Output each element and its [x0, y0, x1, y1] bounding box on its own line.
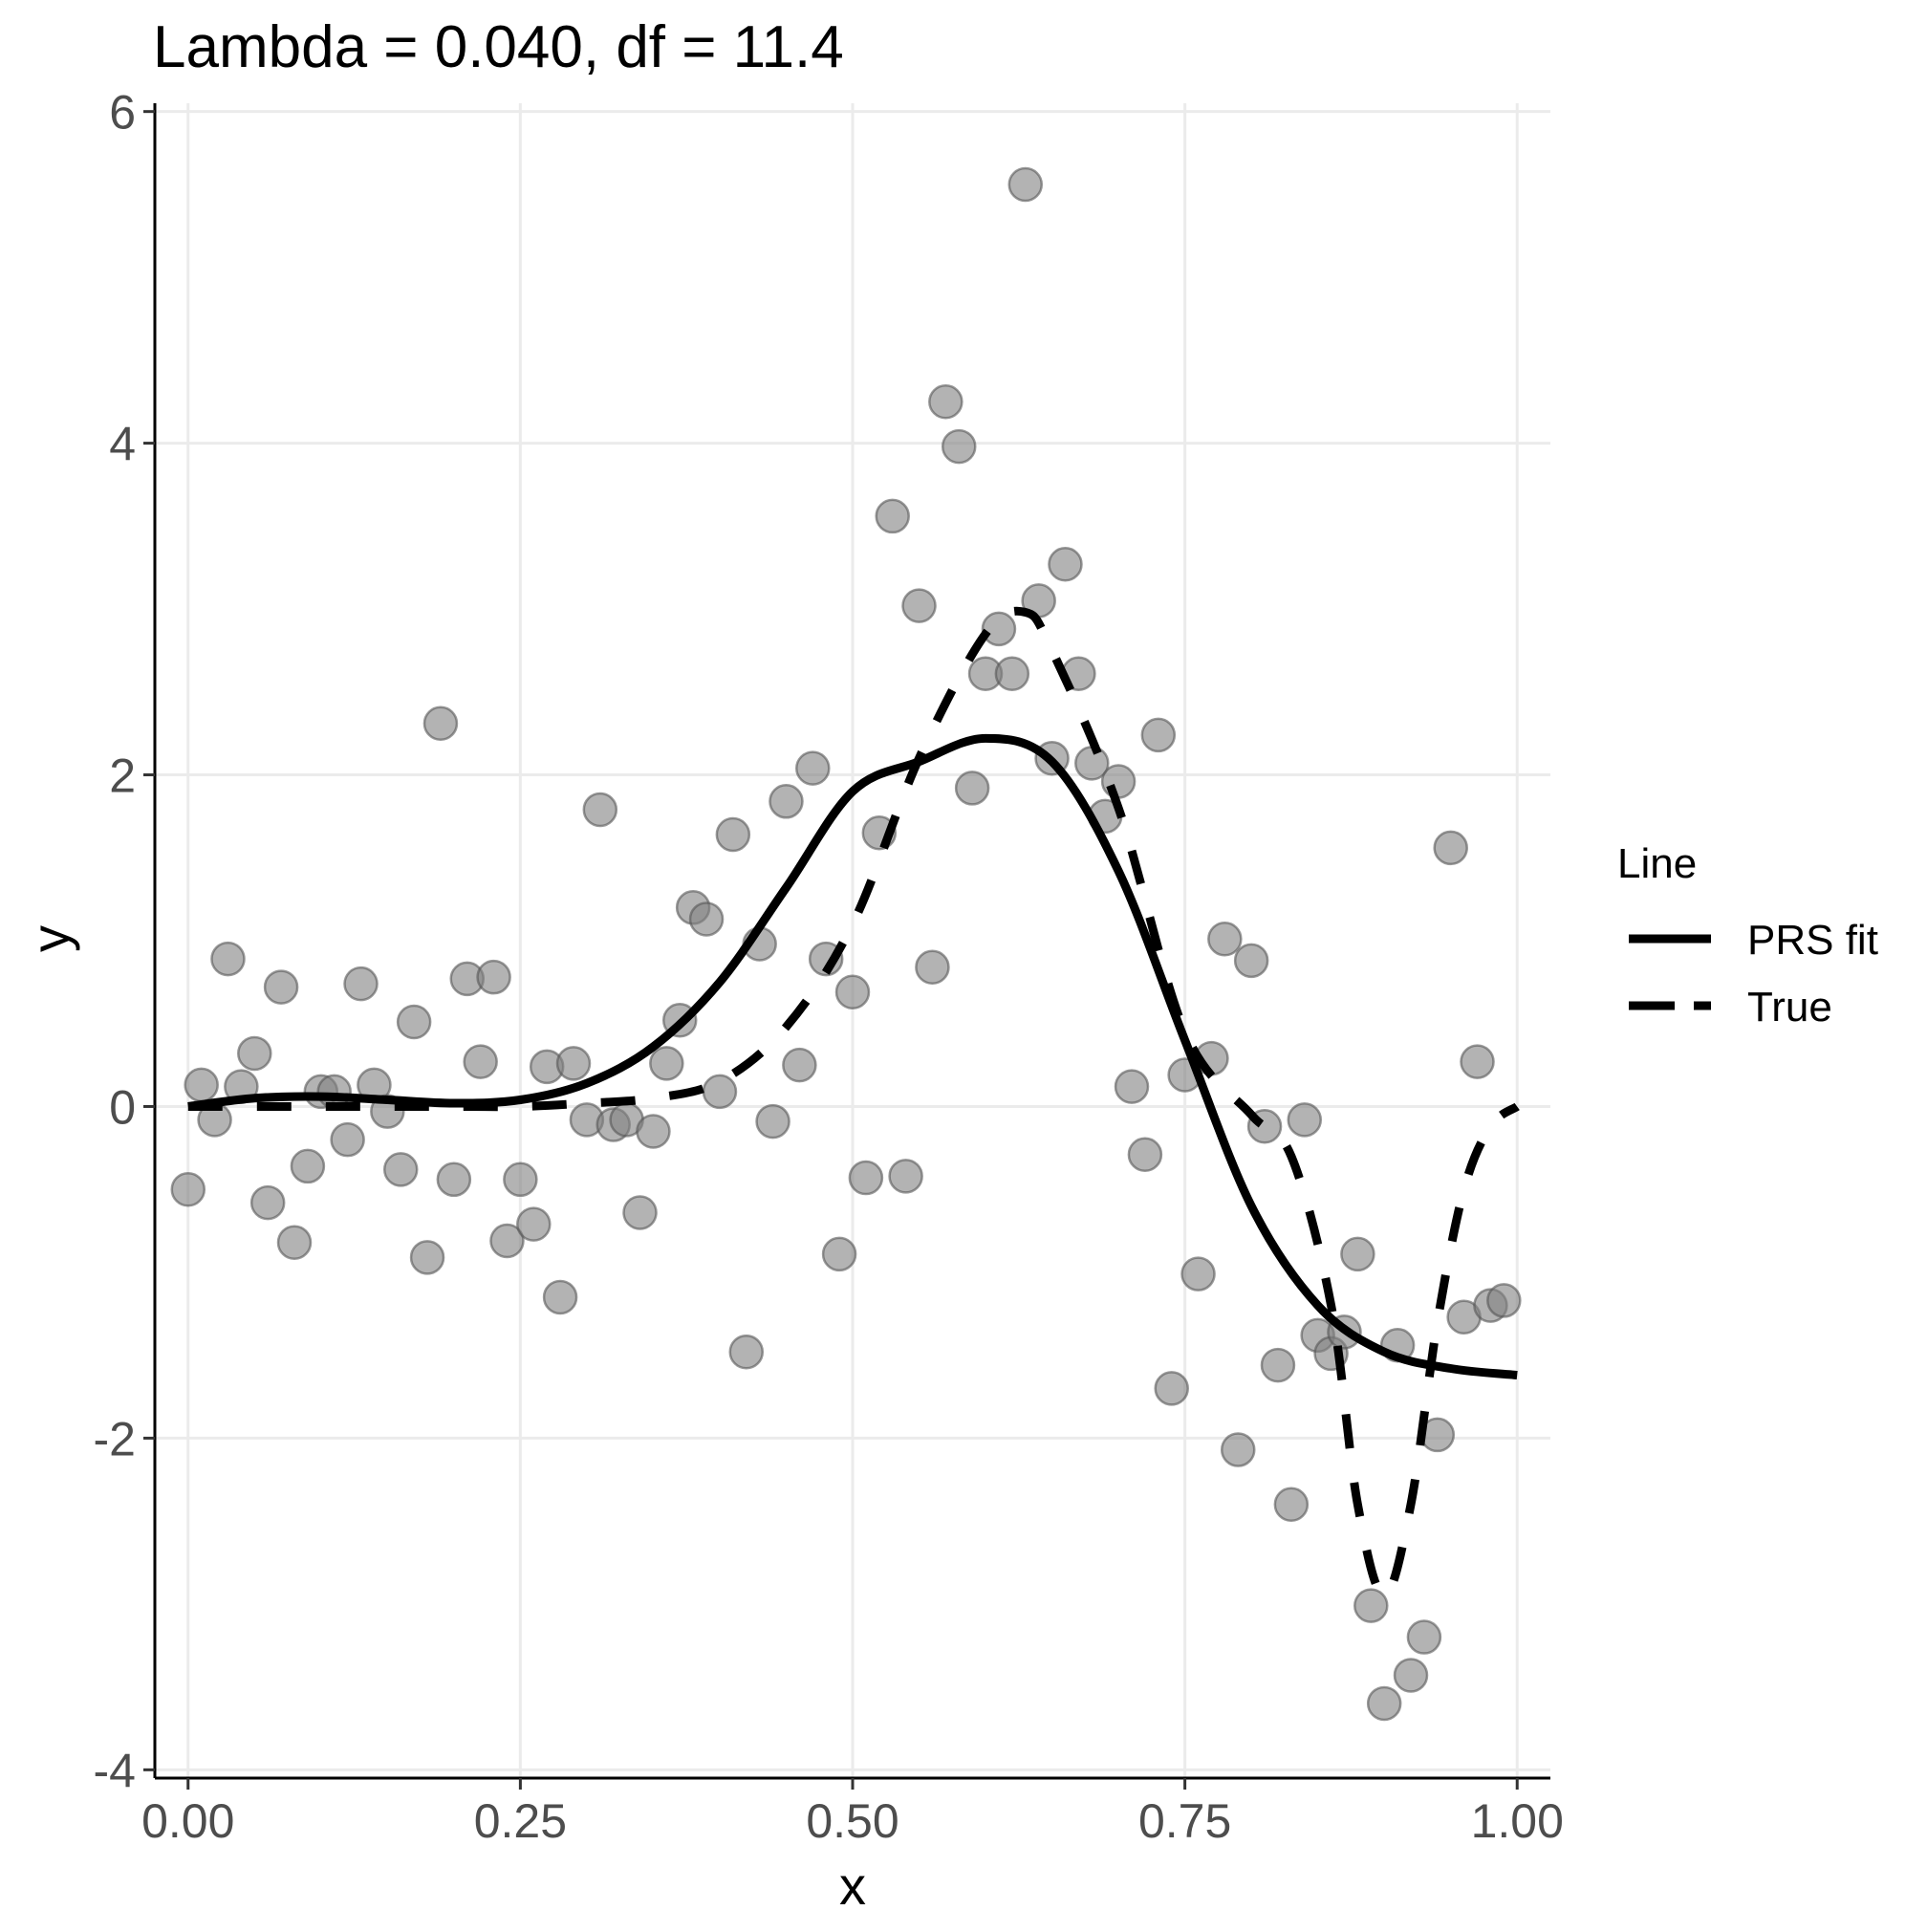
scatter-point — [636, 1114, 671, 1149]
chart-title: Lambda = 0.040, df = 11.4 — [153, 14, 844, 80]
scatter-point — [1220, 1432, 1256, 1467]
scatter-point — [834, 974, 871, 1010]
scatter-point — [981, 611, 1017, 647]
scatter-point — [954, 771, 990, 806]
y-tick-label: -2 — [94, 1412, 136, 1465]
scatter-point — [1353, 1588, 1389, 1623]
x-tick-label: 0.50 — [806, 1794, 899, 1848]
scatter-point — [928, 383, 964, 420]
legend-label-true: True — [1747, 984, 1832, 1031]
scatter-point — [941, 428, 977, 465]
scatter-point — [1287, 1102, 1323, 1138]
scatter-point — [409, 1240, 445, 1275]
scatter-point — [875, 498, 910, 534]
y-tick-label: -4 — [94, 1744, 136, 1797]
scatter-point — [237, 1035, 272, 1072]
scatter-point — [1007, 166, 1044, 203]
scatter-point — [888, 1159, 923, 1194]
scatter-point — [1100, 764, 1137, 799]
scatter-point — [1154, 1371, 1189, 1406]
scatter-point — [1366, 1685, 1402, 1722]
scatter-point — [769, 784, 804, 819]
legend-label-prs-fit: PRS fit — [1747, 917, 1878, 964]
scatter-point — [715, 816, 751, 853]
x-tick-label: 0.75 — [1138, 1794, 1231, 1848]
scatter-point — [1207, 922, 1243, 957]
scatter-point — [1233, 943, 1269, 979]
scatter-point — [994, 656, 1030, 691]
scatter-point — [516, 1206, 552, 1242]
scatter-point — [555, 1046, 592, 1081]
x-tick-label: 0.00 — [141, 1794, 234, 1848]
scatter-point — [263, 969, 299, 1005]
scatter-point — [422, 706, 459, 742]
scatter-point — [728, 1334, 765, 1370]
scatter-point — [276, 1225, 313, 1260]
scatter-point — [436, 1161, 472, 1198]
scatter-point — [1140, 717, 1177, 753]
scatter-point — [795, 750, 831, 786]
scatter-point — [1460, 1044, 1495, 1079]
scatter-point — [290, 1148, 326, 1184]
scatter-point — [582, 792, 618, 828]
scatter-point — [1260, 1347, 1296, 1383]
scatter-point — [901, 588, 937, 623]
scatter-point — [489, 1223, 525, 1259]
scatter-point — [848, 1160, 884, 1196]
scatter-point — [688, 901, 725, 937]
lines-layer — [187, 606, 1520, 1600]
scatter-point — [915, 949, 950, 986]
scatter-point — [782, 1047, 817, 1083]
scatter-point — [755, 1103, 790, 1140]
scatter-point — [396, 1004, 432, 1040]
scatter-point — [330, 1121, 365, 1158]
scatter-point — [622, 1195, 658, 1230]
y-tick-label: 0 — [109, 1080, 136, 1134]
scatter-point — [1486, 1283, 1522, 1318]
scatter-point — [503, 1161, 538, 1198]
ticks-layer: 0.00 0.25 0.50 0.75 1.00 -4 -2 0 2 4 6 — [94, 86, 1564, 1848]
y-axis-title: y — [20, 925, 80, 952]
points-layer — [170, 166, 1522, 1722]
scatter-point — [1433, 830, 1468, 866]
scatter-point — [463, 1044, 498, 1079]
prs-fit-curve — [187, 733, 1518, 1379]
x-tick-label: 1.00 — [1471, 1794, 1564, 1848]
scatter-point — [1127, 1137, 1163, 1173]
scatter-point — [210, 941, 246, 977]
x-axis-title: x — [839, 1856, 866, 1916]
scatter-point — [1048, 546, 1083, 582]
scatter-point — [1114, 1069, 1150, 1104]
scatter-point — [542, 1279, 578, 1315]
scatter-point — [170, 1171, 206, 1207]
scatter-point — [1406, 1619, 1442, 1655]
scatter-point — [343, 966, 379, 1002]
scatter-point — [249, 1184, 286, 1221]
scatter-point — [821, 1236, 857, 1272]
scatter-point — [702, 1074, 738, 1110]
y-tick-label: 6 — [109, 86, 136, 140]
scatter-point — [649, 1046, 684, 1081]
scatter-point — [476, 959, 511, 995]
grid-layer — [155, 103, 1550, 1778]
legend-title: Line — [1617, 840, 1697, 887]
scatter-point — [1180, 1256, 1216, 1292]
y-tick-label: 4 — [109, 418, 136, 471]
legend: Line PRS fit True — [1617, 840, 1878, 1031]
scatter-point — [1393, 1658, 1429, 1693]
scatter-point — [382, 1152, 419, 1187]
scatter-point — [1340, 1236, 1375, 1272]
y-tick-label: 2 — [109, 749, 136, 803]
x-tick-label: 0.25 — [474, 1794, 567, 1848]
scatter-point — [1273, 1487, 1310, 1523]
scatter-point — [184, 1067, 219, 1103]
